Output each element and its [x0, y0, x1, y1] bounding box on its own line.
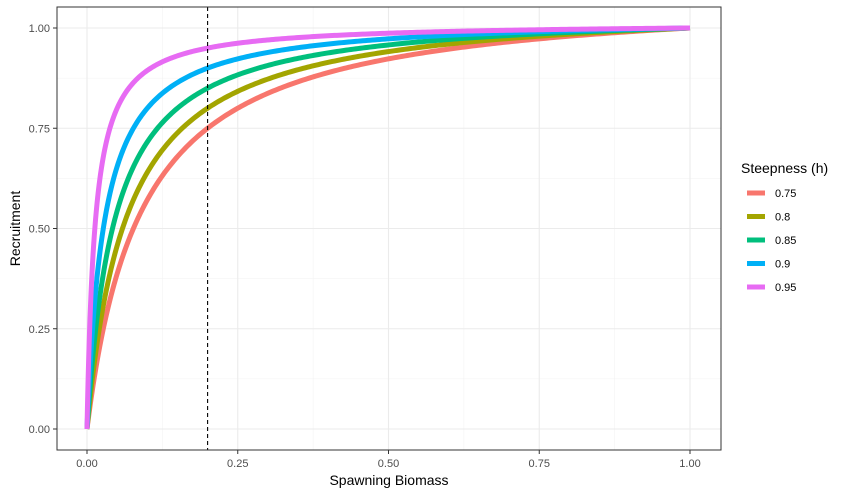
series-line-0.75	[84, 25, 691, 431]
legend-title: Steepness (h)	[741, 160, 828, 176]
y-tick-label: 0.25	[29, 324, 50, 336]
y-axis-title: Recruitment	[7, 191, 23, 267]
y-tick-label: 0.00	[29, 424, 50, 436]
major-gridlines	[57, 7, 721, 450]
y-tick-label: 0.75	[29, 123, 50, 135]
y-axis-ticks: 0.00 0.25 0.50 0.75 1.00	[29, 23, 57, 436]
x-tick-label: 1.00	[679, 458, 700, 470]
legend-label: 0.95	[775, 282, 796, 294]
x-tick-label: 0.50	[378, 458, 399, 470]
y-tick-label: 0.50	[29, 224, 50, 236]
x-tick-label: 0.00	[76, 458, 97, 470]
x-tick-label: 0.25	[227, 458, 248, 470]
legend-label: 0.85	[775, 235, 796, 247]
x-axis-title: Spawning Biomass	[329, 472, 448, 488]
series-lines	[84, 25, 691, 431]
x-axis-ticks: 0.00 0.25 0.50 0.75 1.00	[76, 450, 701, 470]
x-tick-label: 0.75	[529, 458, 550, 470]
legend-label: 0.9	[775, 259, 790, 271]
legend: Steepness (h) 0.75 0.8 0.85 0.9 0.95	[741, 160, 828, 294]
y-tick-label: 1.00	[29, 23, 50, 35]
series-line-0.95	[84, 25, 691, 430]
legend-label: 0.8	[775, 212, 790, 224]
legend-label: 0.75	[775, 188, 796, 200]
